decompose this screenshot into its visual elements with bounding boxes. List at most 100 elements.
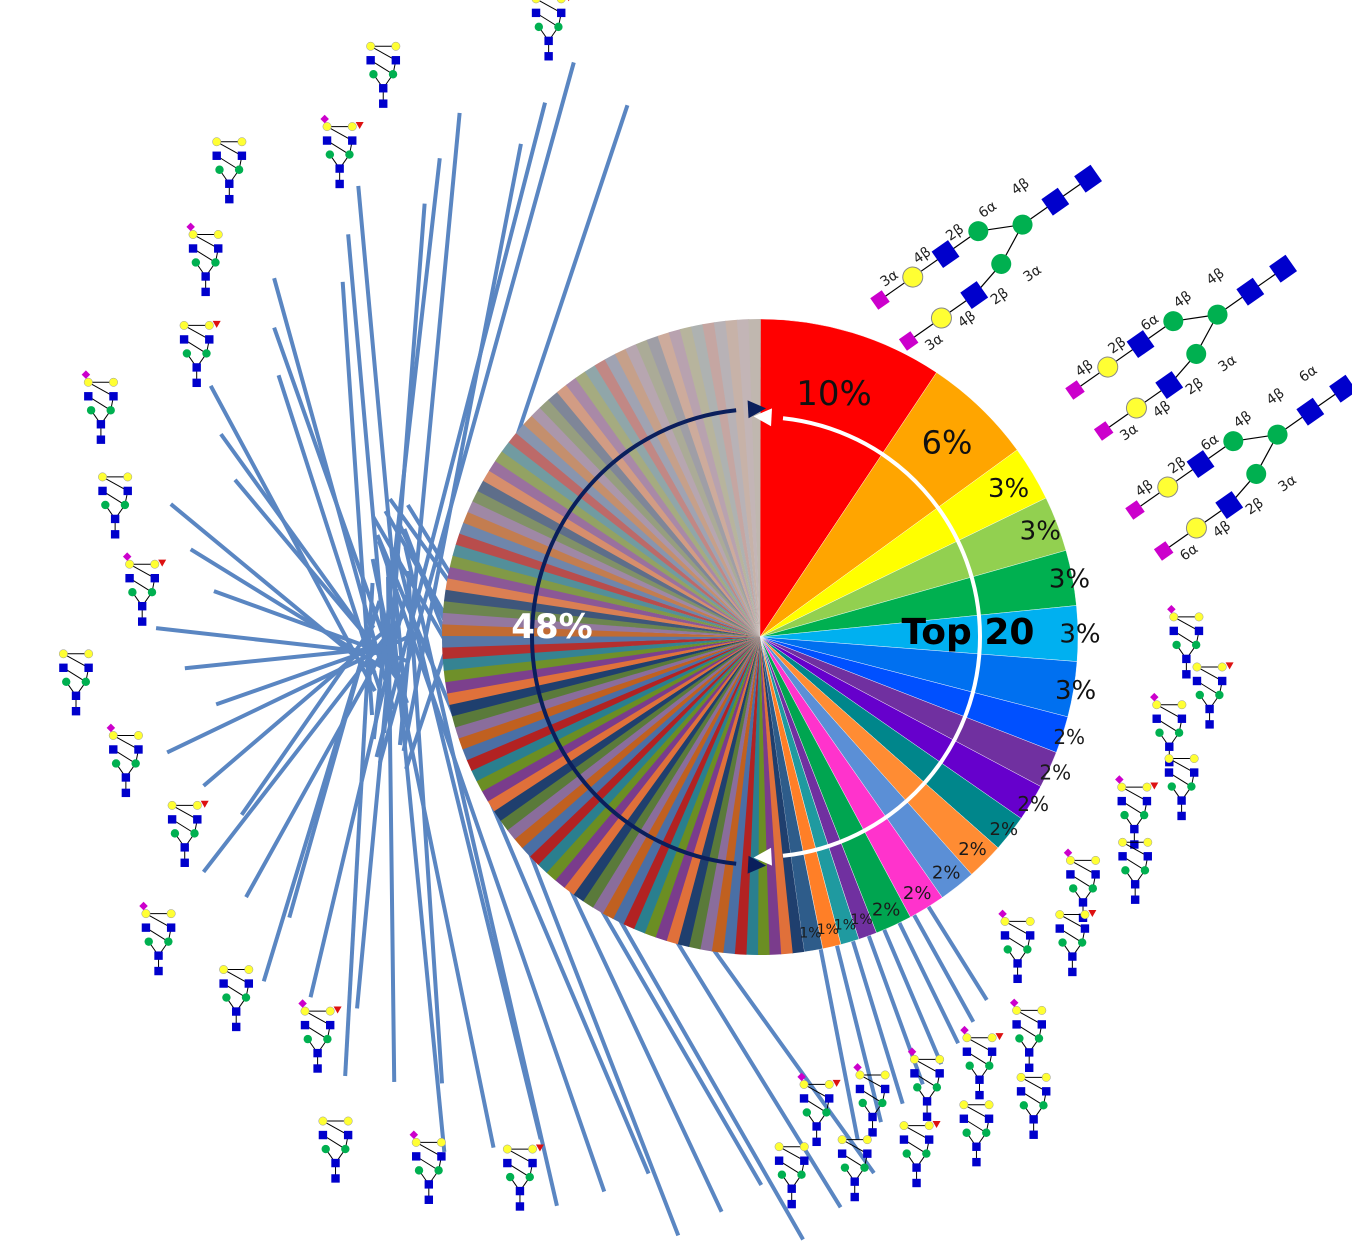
mannose-circle-icon (241, 993, 251, 1002)
hexnac-square-icon (1217, 676, 1227, 686)
galactose-circle-icon (935, 1054, 945, 1064)
sialic-diamond-icon (1153, 541, 1174, 561)
galactose-circle-icon (188, 230, 198, 239)
hexnac-square-icon (1091, 870, 1100, 879)
galactose-circle-icon (799, 1142, 809, 1152)
pie-slice-other (539, 399, 760, 637)
hexnac-square-icon (774, 1156, 784, 1165)
mannose-circle-icon (1174, 728, 1184, 737)
pie-slice-other (463, 511, 760, 637)
pie-slice-other (455, 532, 760, 637)
mannose-circle-icon (215, 165, 224, 174)
galactose-circle-icon (83, 377, 93, 387)
linkage-label: 3α (1216, 352, 1240, 376)
fucose-triangle-icon (1088, 909, 1097, 917)
leader-line (385, 564, 447, 1153)
hexnac-square-icon (322, 136, 332, 145)
mannose-circle-icon (1120, 810, 1129, 820)
pie-slice-other (442, 635, 760, 648)
other-arrowhead-end (747, 400, 767, 419)
pie-slice-label: 3% (1059, 620, 1100, 650)
linkage-label: 4β (1210, 518, 1234, 541)
other-arc (530, 408, 737, 866)
glycan-structure (855, 1070, 890, 1137)
hexnac-square-icon (868, 1112, 877, 1122)
pie-slice-other (633, 637, 760, 934)
hexnac-square-icon (331, 1174, 340, 1183)
sialic-diamond-icon (1093, 421, 1114, 441)
pie-slice-label: 2% (990, 819, 1019, 840)
pie-slice-label: 2% (872, 900, 901, 921)
hexnac-square-icon (167, 815, 177, 824)
hexnac-square-icon (837, 1149, 847, 1158)
pie-slice-other (713, 320, 760, 637)
mannose-circle-icon (128, 587, 137, 597)
hexnac-square-icon (225, 179, 234, 188)
fucose-triangle-icon (333, 1006, 342, 1014)
hexnac-square-icon (1130, 824, 1139, 834)
galactose-circle-icon (84, 649, 94, 659)
linkage-label: 2β (1183, 375, 1207, 398)
mannose-circle-icon (1215, 690, 1224, 700)
hexnac-square-icon (1042, 1087, 1051, 1096)
pie-slice-other (757, 637, 770, 956)
pie-slice-other (665, 637, 760, 945)
pie-slice-label: 1% (817, 922, 839, 938)
hexnac-square-icon (1024, 1063, 1034, 1073)
glycan-structure (1192, 662, 1227, 729)
hexnac-square-icon (1215, 491, 1244, 519)
hexnac-square-icon (1177, 796, 1186, 805)
galactose-circle-icon (204, 320, 214, 330)
hexnac-square-icon (1182, 670, 1191, 679)
hexnac-square-icon (84, 663, 93, 672)
pie-slice-other (679, 326, 760, 637)
galactose-circle-icon (325, 1006, 335, 1016)
galactose-circle-icon (347, 122, 357, 132)
linkage-label: 4β (1264, 385, 1288, 408)
glycan-structure (125, 559, 160, 626)
hexnac-square-icon (1194, 626, 1204, 636)
linkage-label: 6α (1296, 362, 1320, 386)
pie-slice-other (760, 637, 782, 955)
pie-slice-other (458, 637, 760, 750)
glycan-structure (1055, 910, 1090, 977)
galactose-circle-icon (391, 41, 401, 51)
hexnac-square-icon (391, 56, 401, 65)
sialic-diamond-icon (139, 901, 148, 911)
glycan-structures (58, 0, 1234, 1211)
hexnac-square-icon (110, 514, 120, 524)
glycan-structure (366, 41, 401, 108)
mannose-circle-icon (1139, 810, 1149, 820)
glycan-structure (141, 909, 176, 976)
hexnac-square-icon (972, 1142, 981, 1151)
glycan-structure (1118, 837, 1153, 904)
hexnac-square-icon (812, 1137, 821, 1147)
galactose-circle-icon (1217, 662, 1227, 672)
hexnac-square-icon (134, 745, 143, 754)
hexnac-square-icon (1130, 895, 1140, 904)
pie-slice-other (625, 343, 760, 637)
leader-line (276, 374, 385, 698)
pie-slice (759, 318, 937, 638)
pie-slice-label: 2% (932, 863, 961, 884)
hexnac-square-icon (201, 287, 210, 297)
mannose-circle-icon (822, 1108, 831, 1117)
mannose-circle-icon (802, 1108, 812, 1117)
glycan-structure (318, 1116, 353, 1183)
hexnac-square-icon (98, 486, 107, 496)
leader-line (375, 534, 651, 1175)
mannose-circle-icon (222, 993, 231, 1002)
linkage-label: 3α (922, 331, 946, 355)
hexnac-square-icon (154, 966, 163, 976)
sialic-diamond-icon (409, 1130, 419, 1140)
mannose-circle-icon (81, 677, 91, 686)
galactose-circle-icon (366, 41, 376, 51)
pie-slice-label: 2% (958, 839, 987, 860)
galactose-circle-icon (1142, 782, 1152, 792)
galactose-circle-icon (436, 1137, 446, 1147)
leader-line (272, 277, 396, 710)
mannose-circle-icon (1034, 1034, 1044, 1043)
glycan-structure (959, 1100, 994, 1167)
hexnac-square-icon (910, 1069, 919, 1078)
